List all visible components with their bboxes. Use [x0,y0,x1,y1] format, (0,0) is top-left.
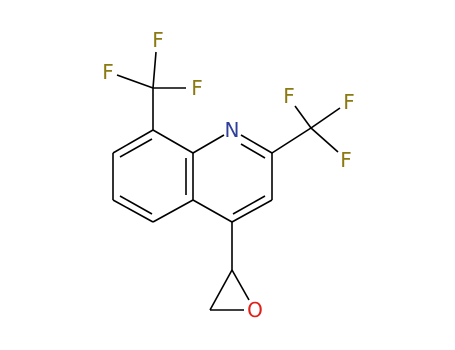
atom-label: O [247,298,263,322]
bonds [112,51,341,311]
atom-label: F [283,84,295,108]
atom-label: F [102,60,114,84]
atom-label: F [191,76,203,100]
atom-label: F [152,28,164,52]
atom-label: F [340,148,352,172]
atom-label: N [225,118,240,142]
atom-label: F [343,90,355,114]
